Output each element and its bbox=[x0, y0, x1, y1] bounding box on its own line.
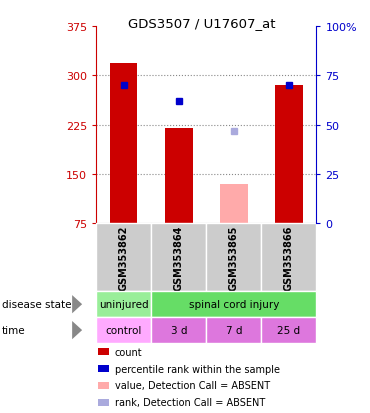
Text: rank, Detection Call = ABSENT: rank, Detection Call = ABSENT bbox=[115, 397, 265, 408]
Bar bbox=[96, 224, 151, 292]
Text: value, Detection Call = ABSENT: value, Detection Call = ABSENT bbox=[115, 380, 270, 391]
Bar bbox=[96, 292, 151, 317]
Text: GSM353864: GSM353864 bbox=[174, 225, 184, 290]
Bar bbox=[98, 382, 110, 389]
Text: GDS3507 / U17607_at: GDS3507 / U17607_at bbox=[128, 17, 275, 29]
Bar bbox=[151, 224, 206, 292]
Bar bbox=[96, 317, 151, 343]
Polygon shape bbox=[72, 321, 82, 339]
Bar bbox=[220, 185, 248, 224]
Text: spinal cord injury: spinal cord injury bbox=[189, 299, 279, 309]
Text: time: time bbox=[2, 325, 26, 335]
Bar bbox=[110, 64, 138, 224]
Text: 25 d: 25 d bbox=[277, 325, 300, 335]
Text: percentile rank within the sample: percentile rank within the sample bbox=[115, 363, 280, 374]
Text: 3 d: 3 d bbox=[171, 325, 187, 335]
Bar bbox=[98, 348, 110, 355]
Bar bbox=[206, 224, 261, 292]
Text: uninjured: uninjured bbox=[99, 299, 148, 309]
Bar bbox=[98, 399, 110, 406]
Text: GSM353866: GSM353866 bbox=[284, 225, 294, 290]
Polygon shape bbox=[72, 295, 82, 313]
Bar bbox=[261, 224, 316, 292]
Text: disease state: disease state bbox=[2, 299, 71, 309]
Bar bbox=[261, 317, 316, 343]
Bar bbox=[165, 128, 192, 224]
Text: GSM353865: GSM353865 bbox=[229, 225, 239, 290]
Text: control: control bbox=[105, 325, 142, 335]
Text: 7 d: 7 d bbox=[226, 325, 242, 335]
Text: GSM353862: GSM353862 bbox=[119, 225, 129, 290]
Bar bbox=[275, 86, 303, 224]
Bar bbox=[98, 365, 110, 372]
Bar bbox=[151, 317, 206, 343]
Bar bbox=[206, 317, 261, 343]
Bar bbox=[151, 292, 316, 317]
Text: count: count bbox=[115, 347, 142, 357]
